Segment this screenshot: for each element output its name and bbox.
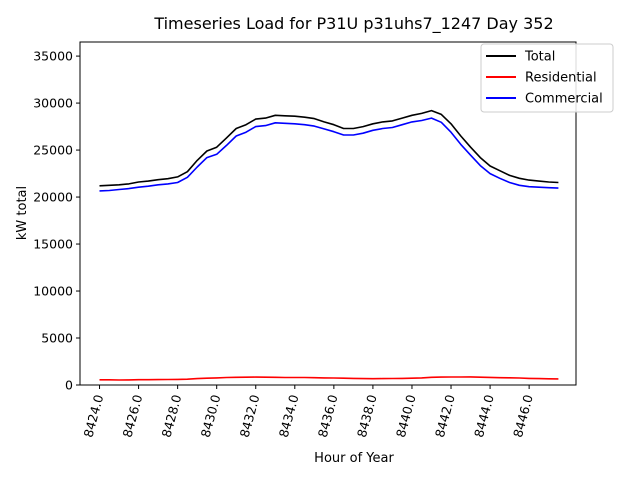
x-tick-label: 8426.0 [120, 393, 146, 439]
y-tick-label: 30000 [33, 96, 73, 111]
x-tick-label: 8434.0 [276, 393, 302, 439]
series-line-commercial [99, 117, 559, 192]
x-tick-label: 8440.0 [393, 393, 419, 439]
y-tick-label: 35000 [33, 49, 73, 64]
x-tick-label: 8432.0 [237, 393, 263, 439]
x-tick-label: 8444.0 [471, 393, 497, 439]
x-tick-label: 8442.0 [432, 393, 458, 439]
x-tick-label: 8438.0 [354, 393, 380, 439]
legend-label-residential: Residential [525, 71, 597, 86]
x-tick-label: 8430.0 [198, 393, 224, 439]
legend-label-total: Total [524, 50, 555, 65]
series-line-total [99, 109, 559, 187]
x-tick-label: 8446.0 [510, 393, 536, 439]
y-tick-label: 15000 [33, 237, 73, 252]
plot-layer [99, 109, 559, 381]
chart-title: Timeseries Load for P31U p31uhs7_1247 Da… [153, 14, 553, 34]
legend-label-commercial: Commercial [525, 92, 603, 107]
series-line-residential [99, 376, 559, 381]
legend-items: Total Residential Commercial [486, 50, 603, 107]
plot-frame [79, 41, 577, 386]
y-tick-label: 25000 [33, 143, 73, 158]
x-axis-label: Hour of Year [314, 451, 394, 466]
x-tick-label: 8436.0 [315, 393, 341, 439]
y-tick-label: 0 [65, 378, 73, 393]
legend: Total Residential Commercial [480, 43, 614, 113]
y-tick-label: 5000 [41, 331, 73, 346]
y-tick-label: 20000 [33, 190, 73, 205]
y-axis-label: kW total [15, 186, 30, 240]
x-tick-label: 8428.0 [159, 393, 185, 439]
legend-box [480, 43, 614, 113]
x-tick-label: 8424.0 [80, 393, 106, 439]
y-tick-label: 10000 [33, 284, 73, 299]
